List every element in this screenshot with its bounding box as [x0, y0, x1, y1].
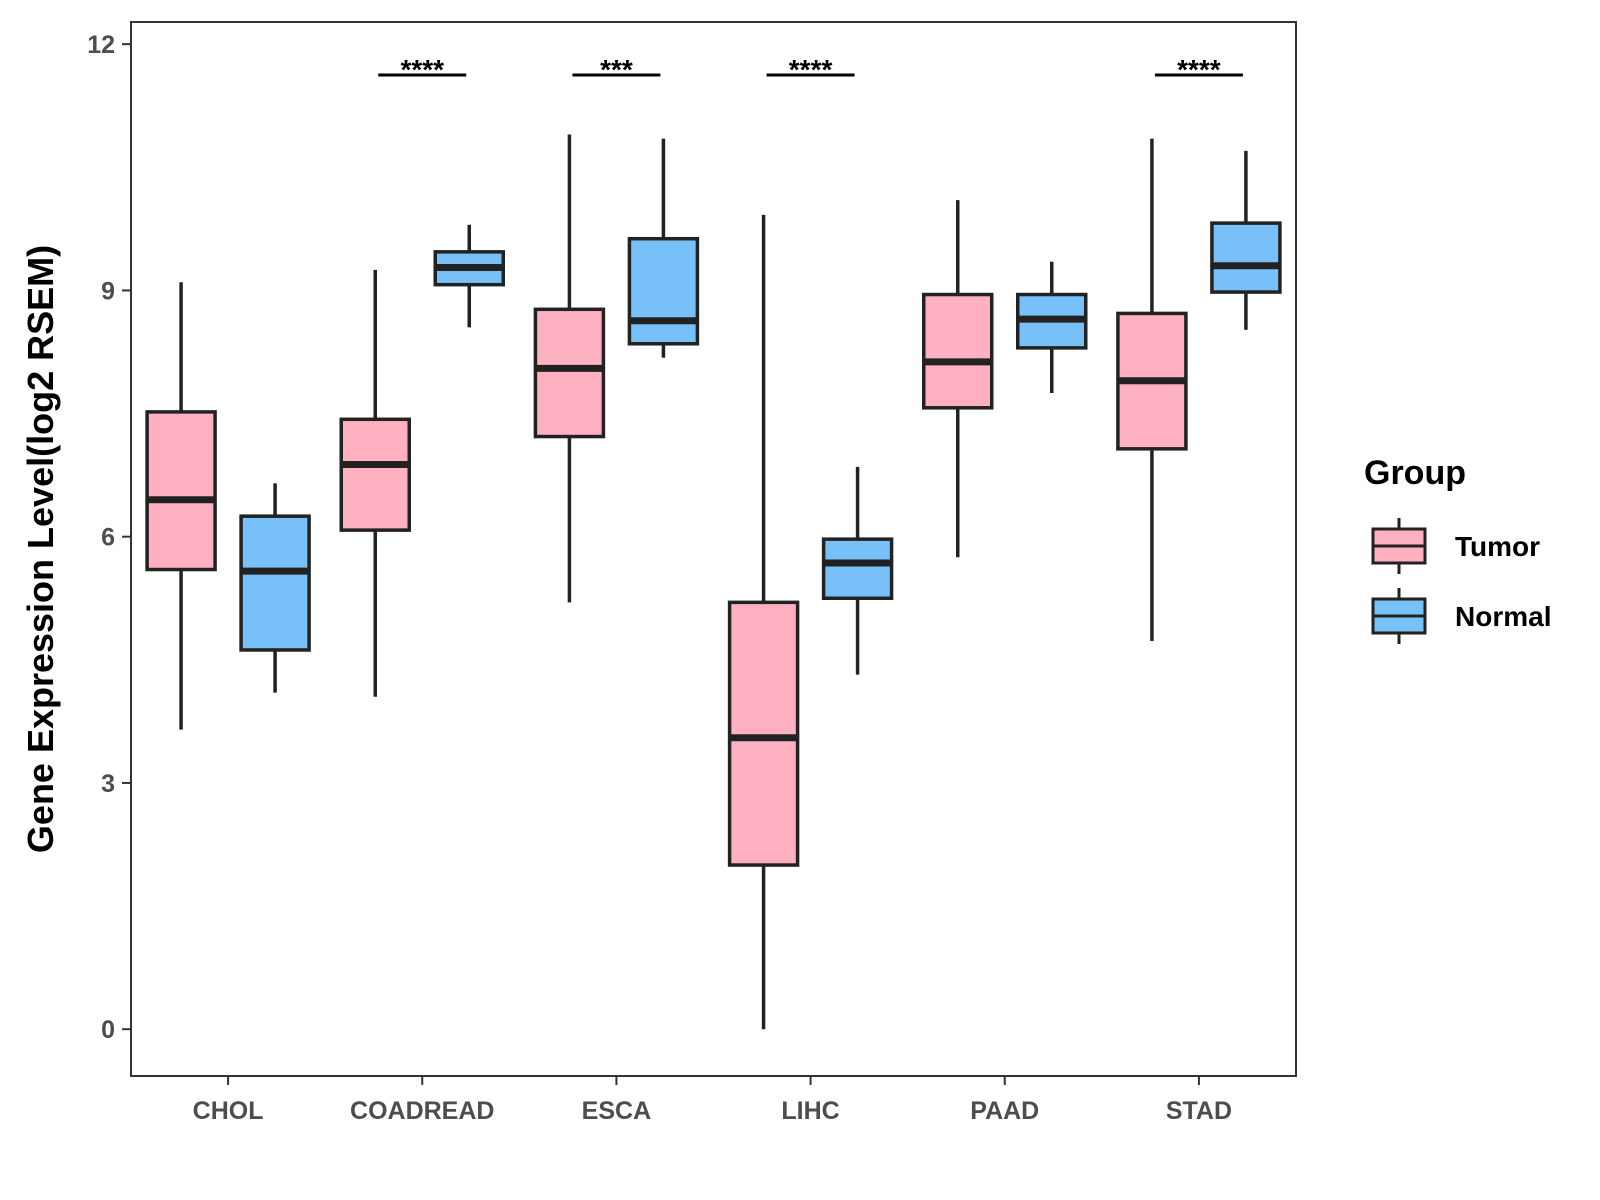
- significance-label: ****: [400, 54, 444, 85]
- significance-label: ****: [789, 54, 833, 85]
- legend-title: Group: [1364, 454, 1466, 492]
- box-normal-paad: [1016, 261, 1088, 394]
- box-tumor-coadread: [339, 269, 411, 697]
- legend-label: Tumor: [1455, 531, 1540, 562]
- box-normal-coadread: [433, 224, 505, 328]
- x-axis: CHOL COADREAD ESCA LIHC PAAD STAD: [193, 1076, 1232, 1125]
- plot-panel: [130, 21, 1297, 1077]
- significance-label: ****: [1177, 54, 1221, 85]
- box-tumor-esca: [533, 134, 606, 603]
- box-body: [821, 537, 894, 601]
- x-tick-label: CHOL: [193, 1097, 264, 1125]
- significance-label: ***: [600, 54, 633, 85]
- box-series: [145, 134, 1282, 1030]
- box-body: [145, 410, 217, 572]
- box-normal-stad: [1210, 150, 1282, 330]
- legend: Group Tumor Normal: [1364, 454, 1551, 644]
- box-body: [1210, 221, 1282, 294]
- y-axis: 0 3 6 9 12: [87, 31, 131, 1044]
- box-normal-lihc: [821, 466, 894, 675]
- box-tumor-stad: [1116, 138, 1188, 641]
- box-tumor-lihc: [727, 214, 800, 1030]
- box-tumor-paad: [922, 200, 994, 558]
- y-tick-label: 0: [101, 1016, 115, 1044]
- y-axis-title: Gene Expression Level(log2 RSEM): [20, 245, 61, 853]
- box-body: [922, 292, 994, 410]
- box-body: [727, 600, 800, 867]
- y-tick-label: 3: [101, 770, 115, 798]
- box-body: [239, 514, 311, 652]
- legend-entry-normal: Normal: [1371, 588, 1551, 644]
- y-tick-label: 9: [101, 277, 115, 305]
- y-tick-label: 6: [101, 524, 115, 552]
- x-tick-label: COADREAD: [350, 1097, 494, 1125]
- box-body: [533, 307, 606, 439]
- legend-entry-tumor: Tumor: [1371, 518, 1540, 574]
- box-tumor-chol: [145, 282, 217, 730]
- box-normal-esca: [627, 138, 700, 358]
- x-tick-label: LIHC: [781, 1097, 839, 1125]
- x-tick-label: ESCA: [582, 1097, 651, 1125]
- box-body: [339, 417, 411, 532]
- box-normal-chol: [239, 483, 311, 693]
- significance-markers: **** *** **** ****: [378, 54, 1243, 85]
- legend-label: Normal: [1455, 601, 1551, 632]
- box-body: [627, 236, 700, 346]
- y-tick-label: 12: [87, 31, 115, 59]
- x-tick-label: STAD: [1166, 1097, 1232, 1125]
- x-tick-label: PAAD: [970, 1097, 1039, 1125]
